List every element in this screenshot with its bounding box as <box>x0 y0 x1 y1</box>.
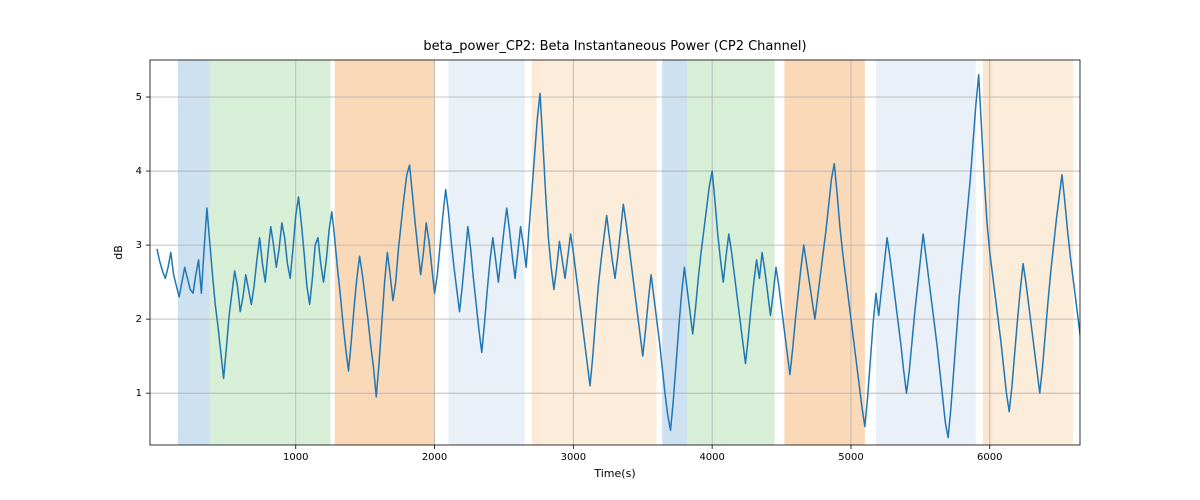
x-tick-label: 2000 <box>422 452 447 463</box>
background-bands <box>178 60 1073 445</box>
y-tick-label: 4 <box>136 166 142 177</box>
band <box>543 60 657 445</box>
band <box>983 60 993 445</box>
y-tick-label: 3 <box>136 240 142 251</box>
x-tick-label: 4000 <box>699 452 724 463</box>
y-axis-label: dB <box>112 245 125 260</box>
y-tick-label: 1 <box>136 388 142 399</box>
band <box>210 60 331 445</box>
band <box>178 60 210 445</box>
chart-svg: 1000 2000 3000 4000 5000 6000 1 2 3 4 5 Time(s) dB be… <box>0 0 1200 500</box>
band <box>784 60 865 445</box>
chart-title: beta_power_CP2: Beta Instantaneous Power… <box>423 39 806 54</box>
y-tick-label: 5 <box>136 92 142 103</box>
x-axis-label: Time(s) <box>593 467 635 480</box>
x-tick-label: 1000 <box>283 452 308 463</box>
chart-root: 1000 2000 3000 4000 5000 6000 1 2 3 4 5 Time(s) dB be… <box>0 0 1200 500</box>
y-tick-label: 2 <box>136 314 142 325</box>
band <box>448 60 524 445</box>
x-tick-label: 6000 <box>977 452 1002 463</box>
band <box>335 60 435 445</box>
x-tick-label: 5000 <box>838 452 863 463</box>
band <box>993 60 1074 445</box>
x-tick-label: 3000 <box>561 452 586 463</box>
